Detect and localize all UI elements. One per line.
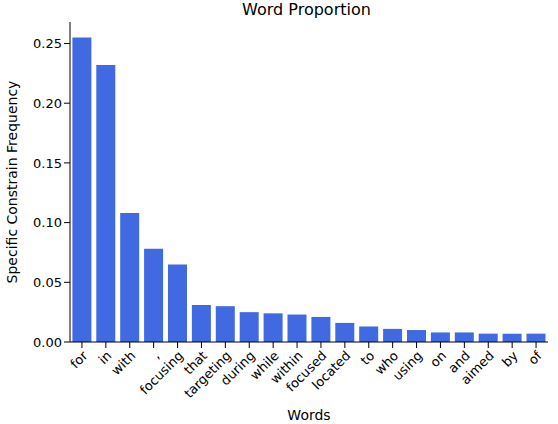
svg-text:,: , — [149, 348, 163, 362]
svg-text:that: that — [180, 348, 211, 378]
svg-text:located: located — [309, 348, 354, 393]
svg-text:using: using — [390, 348, 425, 383]
html-text:Word Proportion: Word Proportion — [242, 0, 371, 19]
svg-text:focused: focused — [283, 348, 330, 395]
svg-text:0.10: 0.10 — [33, 215, 62, 230]
svg-text:aimed: aimed — [458, 348, 497, 387]
svg-text:0.25: 0.25 — [33, 36, 62, 51]
svg-text:while: while — [247, 348, 282, 383]
svg-text:0.00: 0.00 — [33, 335, 62, 350]
svg-text:with: with — [108, 348, 138, 378]
svg-text:focusing: focusing — [137, 348, 186, 397]
svg-text:0.15: 0.15 — [33, 156, 62, 171]
svg-text:who: who — [371, 348, 402, 378]
svg-text:of: of — [525, 348, 545, 368]
svg-text:Words: Words — [287, 407, 330, 423]
svg-text:during: during — [217, 348, 258, 389]
svg-text:within: within — [267, 348, 306, 387]
svg-text:by: by — [499, 348, 521, 370]
svg-text:for: for — [67, 348, 91, 372]
svg-text:targeting: targeting — [181, 348, 234, 401]
svg-text:in: in — [95, 348, 115, 367]
svg-text:0.05: 0.05 — [33, 275, 62, 290]
svg-text:Specific Constrain Frequency: Specific Constrain Frequency — [8, 81, 20, 284]
svg-text:and: and — [445, 348, 473, 376]
svg-text:0.20: 0.20 — [33, 96, 62, 111]
svg-text:to: to — [357, 348, 378, 368]
svg-text:on: on — [427, 348, 450, 371]
